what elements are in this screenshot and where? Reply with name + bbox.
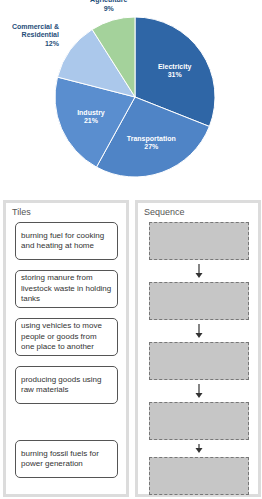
slice-category: Residential (22, 31, 59, 38)
drop-slot[interactable] (149, 402, 249, 440)
slice-value: 21% (84, 117, 99, 124)
tile[interactable]: producing goods using raw materials (15, 366, 118, 404)
tile[interactable]: burning fuel for cooking and heating at … (15, 222, 118, 260)
panel-title: Sequence (144, 207, 185, 217)
arrow-head (196, 273, 203, 278)
slice-value: 9% (104, 5, 115, 12)
slice-category: Commercial & (12, 23, 59, 30)
pie-chart: Electricity31%Transportation27%Industry2… (0, 0, 262, 195)
drop-slot[interactable] (149, 342, 249, 380)
slice-value: 12% (45, 40, 60, 47)
slice-value: 27% (144, 143, 159, 150)
slice-category: Electricity (158, 63, 192, 71)
tiles-panel: Tiles burning fuel for cooking and heatin… (3, 200, 129, 497)
sequence-panel: Sequence (135, 200, 261, 497)
arrow-head (196, 393, 203, 398)
slices (55, 17, 215, 177)
arrow-shaft (198, 324, 199, 334)
slice-label: Transportation27% (127, 135, 176, 151)
drop-slot[interactable] (149, 457, 249, 495)
slice-label: Industry21% (77, 109, 105, 125)
panel-title: Tiles (12, 207, 31, 217)
arrow-shaft (198, 264, 199, 274)
slice-category: Agriculture (90, 0, 127, 4)
arrow-shaft (198, 384, 199, 394)
tile[interactable]: storing manure from livestock waste in h… (15, 270, 118, 308)
slice-value: 31% (168, 71, 183, 78)
slice-label: Electricity31% (158, 63, 192, 79)
drop-slot[interactable] (149, 222, 249, 260)
arrow-head (196, 448, 203, 453)
pie-slice (92, 17, 135, 97)
slice-label: Agriculture9% (90, 0, 127, 12)
tile[interactable]: burning fossil fuels for power generatio… (15, 440, 118, 478)
data-labels: Electricity31%Transportation27%Industry2… (12, 0, 192, 150)
slice-category: Industry (77, 109, 105, 117)
slice-label: Commercial &Residential 12% (12, 23, 60, 47)
drop-slot[interactable] (149, 282, 249, 320)
arrow-head (196, 333, 203, 338)
tile[interactable]: using vehicles to move people or goods f… (15, 318, 118, 356)
slice-category: Transportation (127, 135, 176, 143)
